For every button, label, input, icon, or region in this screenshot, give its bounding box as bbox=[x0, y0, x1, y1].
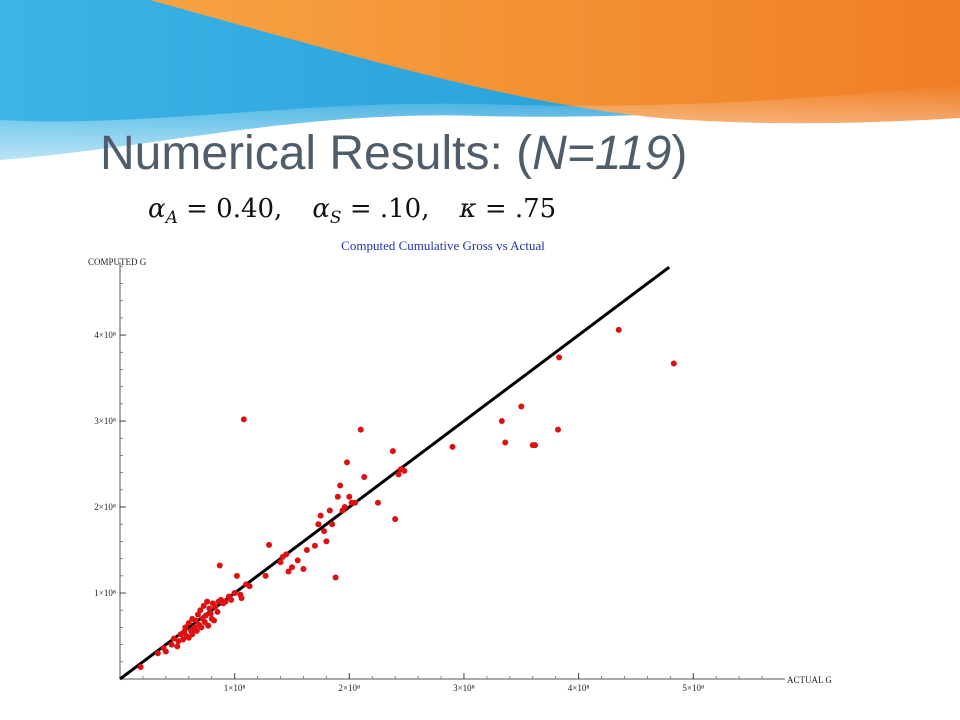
data-point bbox=[374, 499, 381, 506]
y-tick-group: 1×10⁸ 2×10⁸ 3×10⁸ 4×10⁸ bbox=[94, 330, 126, 598]
data-point bbox=[262, 572, 269, 579]
data-point bbox=[197, 607, 204, 614]
data-point bbox=[198, 624, 205, 631]
x-tick-group: 1×10⁸ 2×10⁸ 3×10⁸ 4×10⁸ 5×10⁸ bbox=[224, 673, 704, 693]
data-point bbox=[238, 595, 245, 602]
parameter-equation: αA = 0.40, αS = .10, κ = .75 bbox=[148, 194, 556, 228]
data-point bbox=[449, 443, 456, 450]
param-alpha-a: αA = 0.40, bbox=[148, 194, 283, 229]
data-point bbox=[168, 641, 175, 648]
data-point bbox=[300, 565, 307, 572]
data-point bbox=[170, 635, 177, 642]
data-point bbox=[332, 574, 339, 581]
data-point bbox=[192, 617, 199, 624]
data-point bbox=[395, 471, 402, 478]
data-point bbox=[326, 507, 333, 514]
data-point bbox=[344, 459, 351, 466]
data-point bbox=[174, 643, 181, 650]
x-tick-label: 3×10⁸ bbox=[453, 683, 475, 693]
data-point bbox=[216, 562, 223, 569]
data-point bbox=[532, 442, 539, 449]
data-point bbox=[185, 620, 192, 627]
data-point bbox=[137, 663, 144, 670]
x-tick-label: 5×10⁸ bbox=[682, 683, 704, 693]
data-point bbox=[311, 542, 318, 549]
data-point bbox=[389, 448, 396, 455]
data-point bbox=[615, 326, 622, 333]
data-point bbox=[361, 473, 368, 480]
data-point bbox=[206, 605, 213, 612]
data-point bbox=[231, 590, 238, 597]
data-point bbox=[205, 622, 212, 629]
data-point bbox=[357, 426, 364, 433]
x-axis-label: ACTUAL G bbox=[787, 675, 832, 685]
data-point bbox=[294, 557, 301, 564]
data-point bbox=[212, 603, 219, 610]
data-point bbox=[211, 617, 218, 624]
data-point bbox=[154, 650, 161, 657]
data-point bbox=[233, 572, 240, 579]
data-point bbox=[162, 648, 169, 655]
data-point bbox=[554, 426, 561, 433]
chart-title: Computed Cumulative Gross vs Actual bbox=[341, 238, 545, 253]
data-point bbox=[204, 598, 211, 605]
data-point bbox=[288, 564, 295, 571]
y-tick-label: 4×10⁸ bbox=[94, 330, 116, 340]
data-point bbox=[346, 493, 353, 500]
minor-ticks bbox=[120, 265, 763, 679]
data-point bbox=[670, 360, 677, 367]
data-point bbox=[502, 439, 509, 446]
data-point bbox=[323, 538, 330, 545]
data-points bbox=[137, 326, 677, 670]
scatter-chart: Computed Cumulative Gross vs Actual COMP… bbox=[88, 238, 832, 693]
data-point bbox=[334, 493, 341, 500]
data-point bbox=[315, 521, 322, 528]
data-point bbox=[337, 482, 344, 489]
data-point bbox=[175, 638, 182, 645]
data-point bbox=[283, 551, 290, 558]
data-point bbox=[329, 521, 336, 528]
header-banner bbox=[0, 0, 960, 220]
x-tick-label: 1×10⁸ bbox=[224, 683, 246, 693]
x-tick-label: 4×10⁸ bbox=[568, 683, 590, 693]
data-point bbox=[189, 631, 196, 638]
slide-title: Numerical Results: (N=119) bbox=[100, 126, 687, 181]
data-point bbox=[518, 403, 525, 410]
data-point bbox=[341, 504, 348, 511]
y-tick-label: 3×10⁸ bbox=[94, 416, 116, 426]
slide-title-n: N=119 bbox=[532, 127, 672, 180]
data-point bbox=[240, 416, 247, 423]
data-point bbox=[556, 354, 563, 361]
data-point bbox=[222, 598, 229, 605]
y-tick-label: 1×10⁸ bbox=[94, 588, 116, 598]
data-point bbox=[207, 610, 214, 617]
data-point bbox=[352, 499, 359, 506]
x-tick-label: 2×10⁸ bbox=[338, 683, 360, 693]
data-point bbox=[498, 418, 505, 425]
data-point bbox=[246, 583, 253, 590]
data-point bbox=[193, 627, 200, 634]
slide-title-prefix: Numerical Results: ( bbox=[100, 127, 533, 180]
data-point bbox=[317, 512, 324, 519]
y-axis-label: COMPUTED G bbox=[88, 257, 147, 267]
data-point bbox=[285, 568, 292, 575]
slide-title-suffix: ) bbox=[671, 127, 688, 180]
data-point bbox=[182, 624, 189, 631]
data-point bbox=[392, 516, 399, 523]
param-alpha-s: αS = .10, bbox=[312, 194, 430, 229]
banner-orange-wave bbox=[150, 0, 960, 124]
y-tick-label: 2×10⁸ bbox=[94, 502, 116, 512]
data-point bbox=[202, 612, 209, 619]
data-point bbox=[266, 541, 273, 548]
data-point bbox=[200, 602, 207, 609]
data-point bbox=[321, 528, 328, 535]
param-kappa: κ = .75 bbox=[459, 194, 557, 224]
data-point bbox=[228, 596, 235, 603]
data-point bbox=[303, 547, 310, 554]
data-point bbox=[277, 559, 284, 566]
data-point bbox=[401, 467, 408, 474]
data-point bbox=[214, 608, 221, 615]
